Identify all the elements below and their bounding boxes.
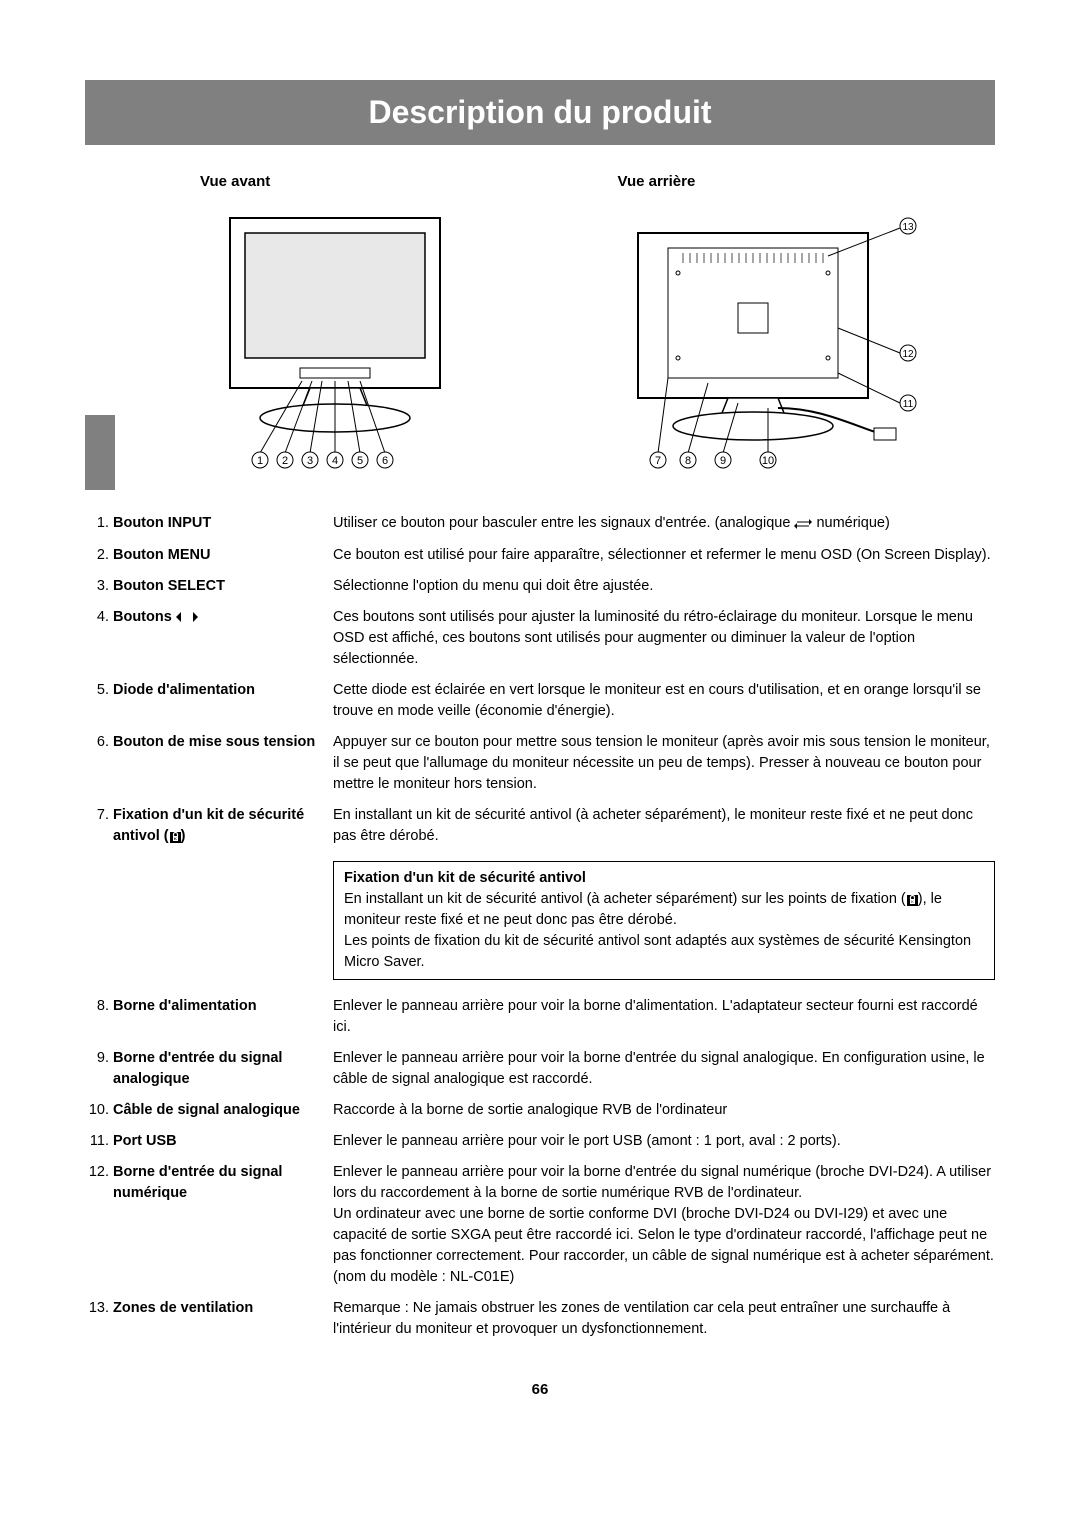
item-number: 10.: [85, 1100, 113, 1121]
item-row: 11.Port USBEnlever le panneau arrière po…: [85, 1131, 995, 1152]
item-number: 9.: [85, 1048, 113, 1069]
item-row: 2.Bouton MENUCe bouton est utilisé pour …: [85, 545, 995, 566]
item-description: Ce bouton est utilisé pour faire apparaî…: [333, 545, 995, 566]
item-label: Port USB: [113, 1131, 333, 1152]
item-description: Ces boutons sont utilisés pour ajuster l…: [333, 607, 995, 670]
item-description: Raccorde à la borne de sortie analogique…: [333, 1100, 995, 1121]
svg-text:5: 5: [357, 455, 363, 467]
left-right-arrows-icon: [176, 608, 198, 629]
svg-text:13: 13: [902, 222, 914, 233]
item-description: Utiliser ce bouton pour basculer entre l…: [333, 513, 995, 535]
item-row: 4.Boutons Ces boutons sont utilisés pour…: [85, 607, 995, 670]
svg-text:10: 10: [761, 455, 773, 467]
item-row: 10.Câble de signal analogiqueRaccorde à …: [85, 1100, 995, 1121]
page-title: Description du produit: [85, 80, 995, 145]
item-label: Fixation d'un kit de sécurité antivol (K…: [113, 805, 333, 847]
svg-text:1: 1: [257, 455, 263, 467]
item-number: 1.: [85, 513, 113, 534]
security-kit-inset: Fixation d'un kit de sécurité antivolEn …: [333, 861, 995, 980]
rear-diagram: 13: [618, 208, 918, 483]
item-number: 8.: [85, 996, 113, 1017]
item-row: 1.Bouton INPUTUtiliser ce bouton pour ba…: [85, 513, 995, 535]
item-row: 9.Borne d'entrée du signal analogiqueEnl…: [85, 1048, 995, 1090]
item-label: Borne d'alimentation: [113, 996, 333, 1017]
inset-body: En installant un kit de sécurité antivol…: [344, 889, 984, 931]
item-row: 3.Bouton SELECTSélectionne l'option du m…: [85, 576, 995, 597]
item-row: 8.Borne d'alimentationEnlever le panneau…: [85, 996, 995, 1038]
item-description: Enlever le panneau arrière pour voir le …: [333, 1131, 995, 1152]
item-row: 7.Fixation d'un kit de sécurité antivol …: [85, 805, 995, 847]
item-description: Enlever le panneau arrière pour voir la …: [333, 1162, 995, 1288]
item-label: Diode d'alimentation: [113, 680, 333, 701]
views-row: Vue avant: [200, 173, 995, 483]
item-number: 12.: [85, 1162, 113, 1183]
item-row: 13.Zones de ventilationRemarque : Ne jam…: [85, 1298, 995, 1340]
svg-text:9: 9: [719, 455, 725, 467]
svg-text:7: 7: [654, 455, 660, 467]
item-label: Câble de signal analogique: [113, 1100, 333, 1121]
page-number: 66: [85, 1381, 995, 1398]
svg-text:6: 6: [382, 455, 388, 467]
rear-view-label: Vue arrière: [618, 173, 996, 190]
svg-text:8: 8: [684, 455, 690, 467]
svg-text:12: 12: [902, 349, 914, 360]
side-tab: [85, 415, 115, 490]
item-row: 6.Bouton de mise sous tensionAppuyer sur…: [85, 732, 995, 795]
front-view-label: Vue avant: [200, 173, 578, 190]
svg-text:4: 4: [332, 455, 338, 467]
items-table: 1.Bouton INPUTUtiliser ce bouton pour ba…: [85, 513, 995, 1341]
item-label: Bouton MENU: [113, 545, 333, 566]
item-description: Enlever le panneau arrière pour voir la …: [333, 1048, 995, 1090]
item-number: 11.: [85, 1131, 113, 1152]
item-description: Appuyer sur ce bouton pour mettre sous t…: [333, 732, 995, 795]
swap-icon: [794, 514, 812, 535]
item-number: 6.: [85, 732, 113, 753]
item-number: 13.: [85, 1298, 113, 1319]
item-description: Cette diode est éclairée en vert lorsque…: [333, 680, 995, 722]
item-label: Boutons: [113, 607, 333, 629]
item-label: Zones de ventilation: [113, 1298, 333, 1319]
item-description: Sélectionne l'option du menu qui doit êt…: [333, 576, 995, 597]
svg-text:2: 2: [282, 455, 288, 467]
svg-text:K: K: [911, 899, 914, 904]
svg-text:11: 11: [902, 399, 913, 410]
item-description: En installant un kit de sécurité antivol…: [333, 805, 995, 847]
front-view-col: Vue avant: [200, 173, 578, 483]
item-number: 3.: [85, 576, 113, 597]
item-description: Remarque : Ne jamais obstruer les zones …: [333, 1298, 995, 1340]
item-number: 7.: [85, 805, 113, 826]
inset-title: Fixation d'un kit de sécurité antivol: [344, 868, 984, 889]
kensington-lock-icon: K: [906, 891, 918, 903]
item-label: Borne d'entrée du signal analogique: [113, 1048, 333, 1090]
kensington-lock-icon: K: [169, 828, 181, 840]
svg-text:K: K: [174, 836, 177, 841]
front-diagram: 1 2 3 4 5 6: [200, 208, 500, 483]
item-number: 4.: [85, 607, 113, 628]
item-row: 5.Diode d'alimentationCette diode est éc…: [85, 680, 995, 722]
rear-view-col: Vue arrière 13: [618, 173, 996, 483]
item-description: Enlever le panneau arrière pour voir la …: [333, 996, 995, 1038]
item-label: Bouton de mise sous tension: [113, 732, 333, 753]
item-number: 2.: [85, 545, 113, 566]
svg-text:3: 3: [307, 455, 313, 467]
item-label: Bouton SELECT: [113, 576, 333, 597]
item-number: 5.: [85, 680, 113, 701]
item-label: Borne d'entrée du signal numérique: [113, 1162, 333, 1204]
inset-row: Fixation d'un kit de sécurité antivolEn …: [85, 857, 995, 986]
item-label: Bouton INPUT: [113, 513, 333, 534]
item-row: 12.Borne d'entrée du signal numériqueEnl…: [85, 1162, 995, 1288]
inset-body2: Les points de fixation du kit de sécurit…: [344, 931, 984, 973]
